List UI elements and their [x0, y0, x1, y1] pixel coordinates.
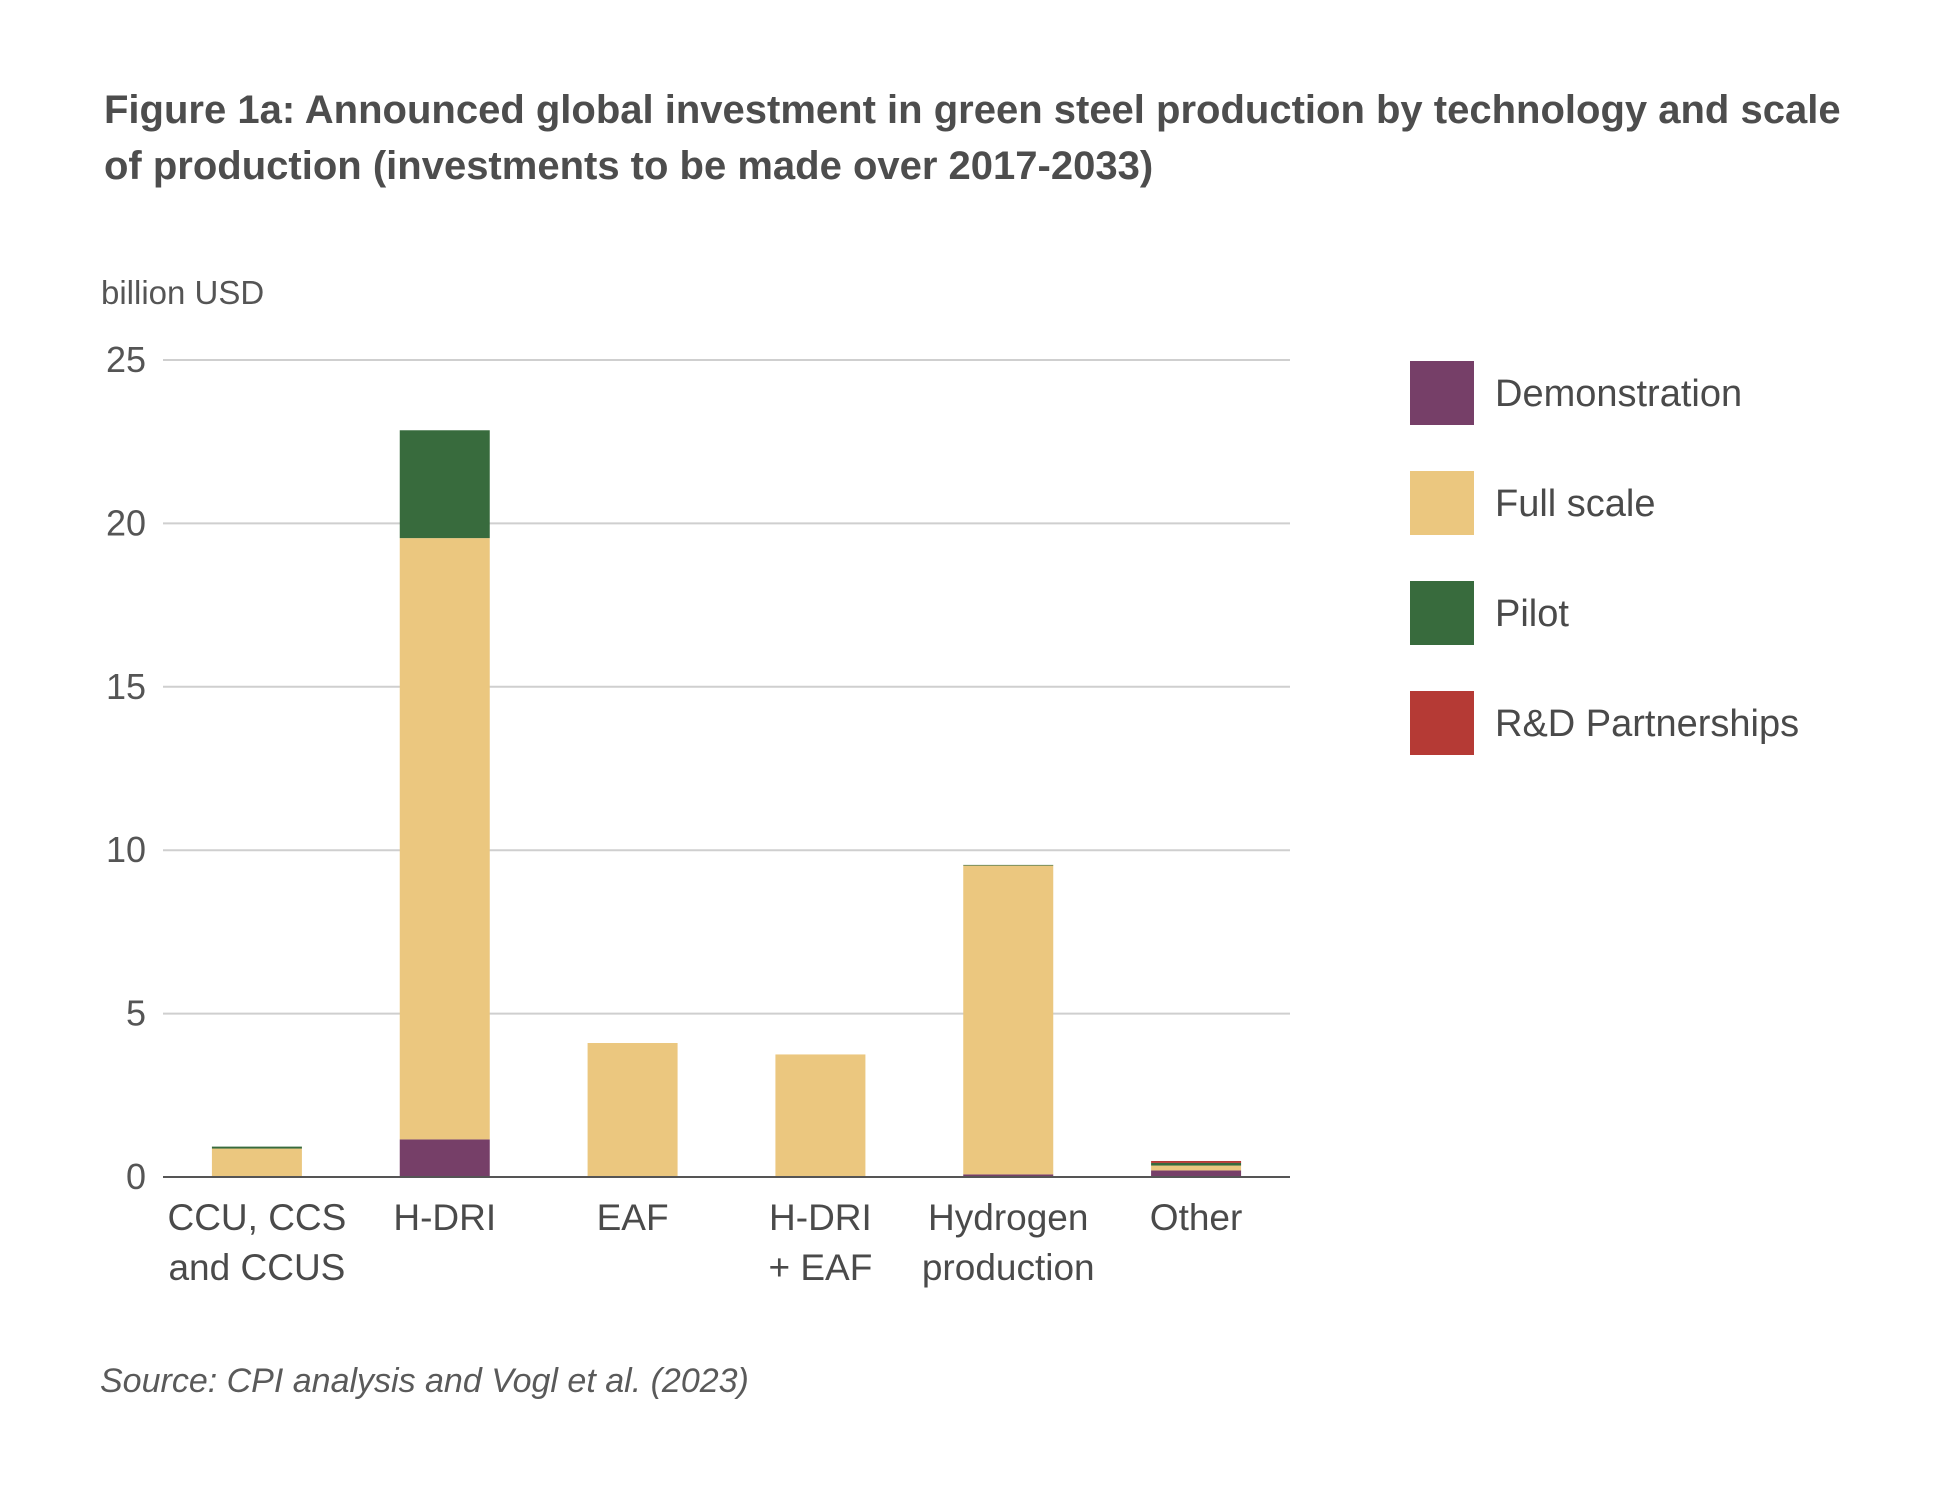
bar-segment-pilot [1151, 1162, 1242, 1166]
chart-title: Figure 1a: Announced global investment i… [104, 82, 1904, 194]
y-tick-label: 0 [126, 1156, 146, 1197]
bar-segment-full-scale [1151, 1165, 1242, 1171]
bar-segment-full-scale [963, 865, 1054, 1175]
y-tick-label: 25 [106, 339, 146, 380]
legend-label: Pilot [1495, 593, 1569, 635]
x-tick-label: + EAF [768, 1247, 872, 1288]
bar-segment-full-scale [587, 1043, 678, 1177]
bar-segment-full-scale [399, 538, 490, 1140]
x-tick-label: Other [1150, 1197, 1243, 1238]
y-tick-label: 15 [106, 666, 146, 707]
x-tick-label: EAF [597, 1197, 669, 1238]
bar-segment-pilot [963, 864, 1054, 866]
legend-label: Full scale [1495, 483, 1656, 525]
bar-segment-pilot [211, 1146, 302, 1149]
bar-segment-demonstration [963, 1174, 1054, 1177]
x-tick-label: H-DRI [769, 1197, 872, 1238]
y-tick-label: 20 [106, 502, 146, 543]
x-tick-label: production [922, 1247, 1095, 1288]
y-tick-label: 5 [126, 993, 146, 1034]
legend-swatch [1410, 581, 1474, 645]
x-tick-label: H-DRI [393, 1197, 496, 1238]
legend-label: Demonstration [1495, 373, 1742, 415]
bar-segment-demonstration [399, 1139, 490, 1177]
chart-title-line-2: of production (investments to be made ov… [104, 144, 1154, 188]
legend-swatch [1410, 471, 1474, 535]
chart-title-line-1: Figure 1a: Announced global investment i… [104, 88, 1841, 132]
y-tick-label: 10 [106, 829, 146, 870]
legend-label: R&D Partnerships [1495, 703, 1799, 745]
bar-segment-r-d-partnerships [1151, 1160, 1242, 1163]
legend-swatch [1410, 361, 1474, 425]
source-note: Source: CPI analysis and Vogl et al. (20… [100, 1362, 749, 1400]
legend-swatch [1410, 691, 1474, 755]
bar-segment-full-scale [211, 1148, 302, 1177]
bar-segment-pilot [399, 430, 490, 539]
bar-segment-full-scale [775, 1054, 866, 1177]
y-axis-label: billion USD [101, 274, 264, 311]
x-tick-label: CCU, CCS [167, 1197, 346, 1238]
x-tick-label: Hydrogen [928, 1197, 1088, 1238]
bar-segment-demonstration [1151, 1170, 1242, 1177]
x-tick-label: and CCUS [168, 1247, 345, 1288]
